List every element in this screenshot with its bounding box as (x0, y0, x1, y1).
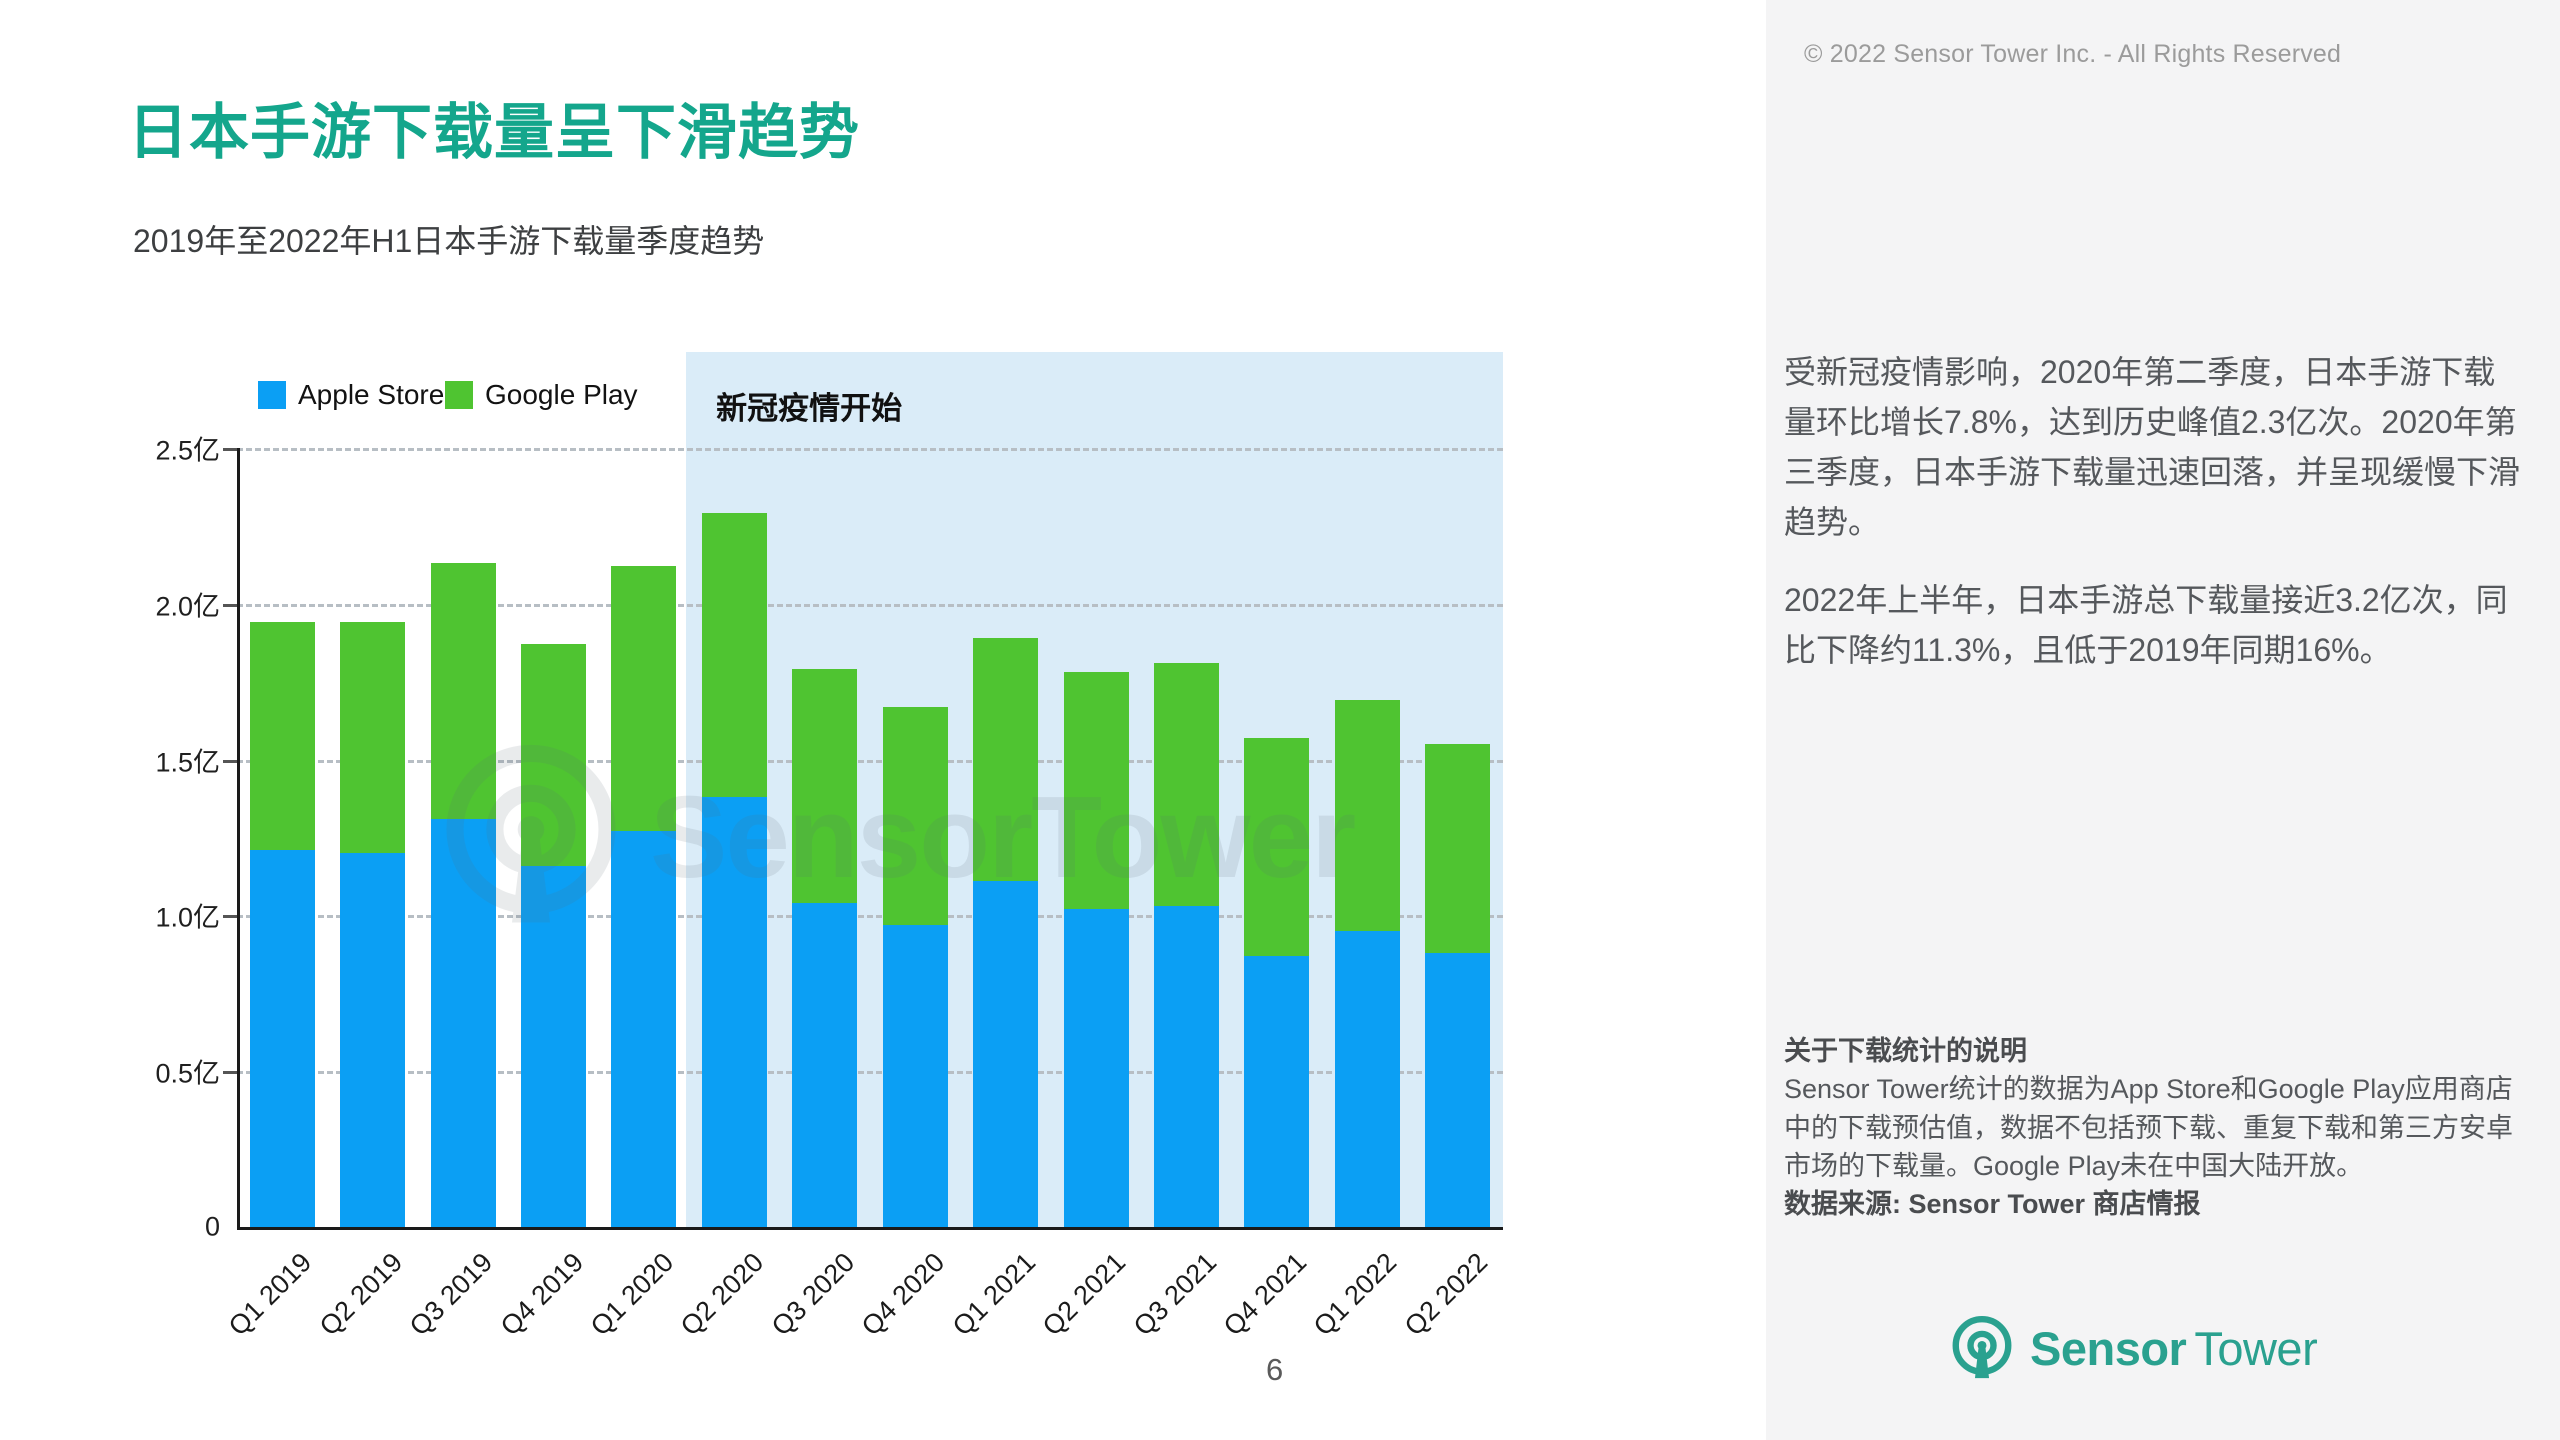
bar-Q2 2020-apple-store (701, 796, 767, 1227)
y-tick (223, 915, 237, 919)
legend-item-apple-store: Apple Store (258, 379, 444, 411)
copyright-text: © 2022 Sensor Tower Inc. - All Rights Re… (1804, 40, 2342, 68)
chart-subtitle: 2019年至2022年H1日本手游下载量季度趋势 (133, 223, 765, 259)
bar-Q2 2020-google-play (701, 513, 767, 797)
bar-Q1 2020-apple-store (611, 831, 677, 1227)
logo-wordmark: Sensor Tower (2030, 1321, 2318, 1375)
bar-Q4 2020-apple-store (882, 924, 948, 1227)
bar-Q4 2021-apple-store (1244, 955, 1310, 1227)
bar-Q3 2021-apple-store (1154, 906, 1219, 1227)
bar-Q1 2019-google-play (249, 622, 315, 850)
bar-Q3 2020-apple-store (792, 902, 858, 1227)
insight-text-block: 受新冠疫情影响，2020年第二季度，日本手游下载量环比增长7.8%，达到历史峰值… (1784, 348, 2526, 703)
gridline-2.0亿 (237, 603, 1503, 607)
bar-Q1 2021-apple-store (973, 881, 1039, 1227)
covid-annotation-label: 新冠疫情开始 (716, 391, 903, 426)
notes-heading: 关于下载统计的说明 (1784, 1036, 2027, 1066)
insight-paragraph-1: 受新冠疫情影响，2020年第二季度，日本手游下载量环比增长7.8%，达到历史峰值… (1784, 354, 2521, 540)
y-axis-label: 1.5亿 (155, 747, 220, 778)
x-axis-line (237, 1227, 1503, 1230)
notes-body: Sensor Tower统计的数据为App Store和Google Play应… (1784, 1074, 2513, 1181)
bar-Q4 2019-apple-store (521, 865, 586, 1227)
bar-Q3 2019-apple-store (430, 818, 496, 1227)
legend-label: Apple Store (298, 379, 445, 410)
y-axis-label: 0 (204, 1211, 220, 1242)
bar-Q3 2020-google-play (792, 669, 858, 903)
page-title: 日本手游下载量呈下滑趋势 (128, 99, 860, 166)
bar-Q1 2020-google-play (611, 566, 677, 832)
bar-Q1 2021-google-play (973, 638, 1039, 882)
gridline-2.5亿 (237, 448, 1503, 451)
bar-Q2 2022-google-play (1425, 744, 1491, 953)
y-tick (223, 759, 237, 763)
gridline-1.5亿 (237, 759, 1503, 763)
data-source-line: 数据来源: Sensor Tower 商店情报 (1784, 1189, 2201, 1220)
y-axis-line (237, 448, 240, 1227)
bar-Q2 2022-apple-store (1425, 952, 1491, 1227)
sensor-tower-logo: Sensor Tower (1950, 1316, 2318, 1380)
bar-Q4 2021-google-play (1244, 737, 1310, 956)
apple-store-swatch-icon (258, 381, 286, 409)
y-axis-label: 2.5亿 (155, 435, 220, 466)
right-sidebar-panel (1766, 0, 2560, 1440)
sensor-tower-logo-icon (1952, 1316, 2012, 1379)
gridline-1.0亿 (237, 915, 1503, 919)
bar-Q2 2019-google-play (340, 622, 406, 854)
y-tick (223, 1071, 237, 1075)
bar-Q1 2019-apple-store (249, 849, 315, 1227)
y-axis-label: 0.5亿 (155, 1058, 220, 1089)
bar-Q2 2021-google-play (1063, 672, 1129, 910)
bar-Q2 2019-apple-store (340, 853, 406, 1227)
bar-Q3 2021-google-play (1154, 663, 1219, 907)
legend-item-google-play: Google Play (445, 379, 638, 411)
bar-Q3 2019-google-play (430, 563, 496, 819)
y-tick (223, 603, 237, 607)
bar-Q1 2022-google-play (1334, 700, 1400, 931)
google-play-swatch-icon (445, 381, 473, 409)
y-axis-label: 2.0亿 (155, 591, 220, 622)
y-axis-label: 1.0亿 (155, 902, 220, 933)
y-tick (223, 448, 237, 451)
insight-paragraph-2: 2022年上半年，日本手游总下载量接近3.2亿次，同比下降约11.3%，且低于2… (1784, 581, 2508, 668)
bar-Q2 2021-apple-store (1063, 909, 1129, 1227)
legend-label: Google Play (485, 379, 638, 410)
bar-Q4 2019-google-play (521, 644, 586, 866)
bar-Q4 2020-google-play (882, 706, 948, 925)
bar-Q1 2022-apple-store (1334, 930, 1400, 1227)
gridline-0.5亿 (237, 1071, 1503, 1075)
page-number: 6 (1266, 1352, 1284, 1387)
methodology-notes: 关于下载统计的说明 Sensor Tower统计的数据为App Store和Go… (1784, 1032, 2526, 1224)
